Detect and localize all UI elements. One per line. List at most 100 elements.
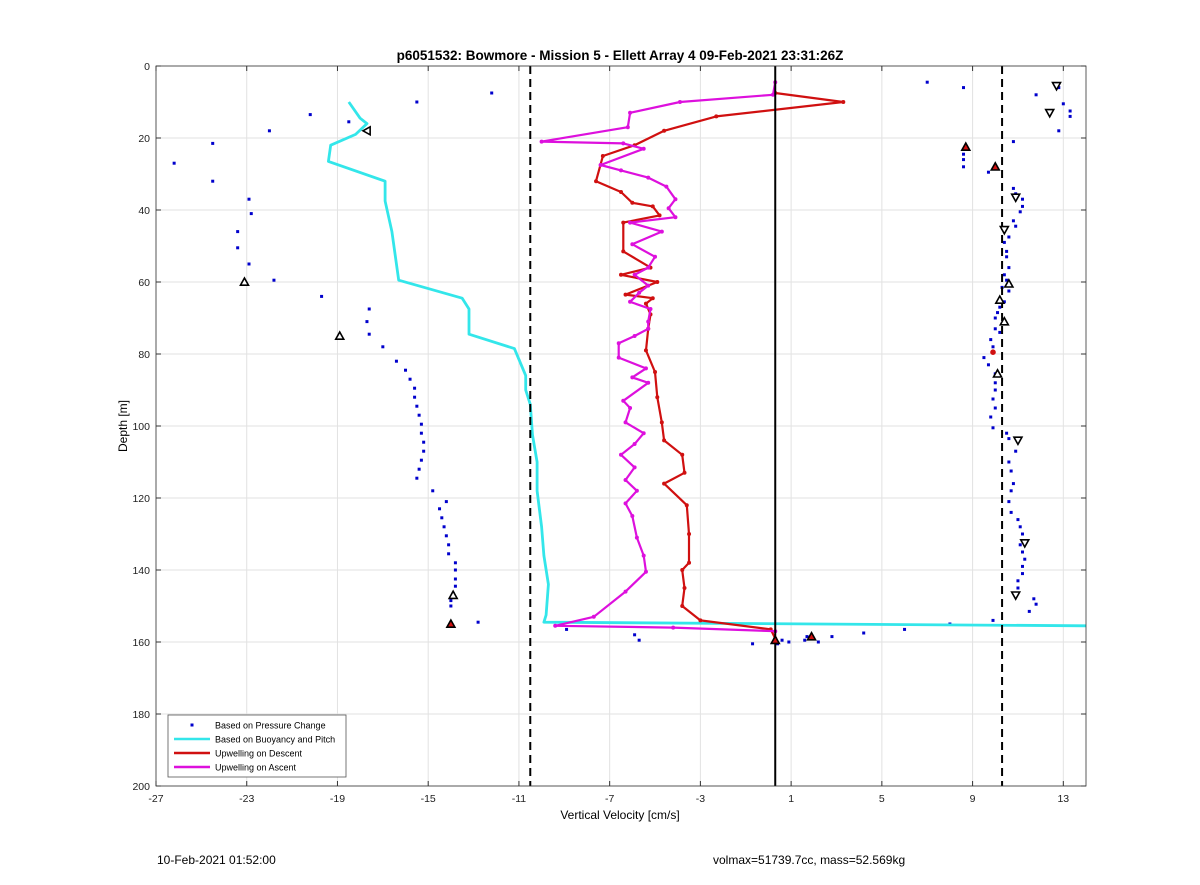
pressure-point xyxy=(993,327,997,331)
x-tick-label: -23 xyxy=(239,793,254,805)
pressure-point xyxy=(1016,579,1020,583)
pressure-point xyxy=(962,86,966,90)
series-point-upwelling-on-ascent xyxy=(623,589,628,594)
x-tick-label: 13 xyxy=(1057,793,1069,805)
pressure-point xyxy=(453,568,457,572)
pressure-point xyxy=(565,627,569,631)
series-point-upwelling-on-descent xyxy=(682,586,687,590)
series-point-upwelling-on-descent xyxy=(643,301,648,306)
pressure-point xyxy=(1068,114,1072,118)
series-point-upwelling-on-ascent xyxy=(619,168,623,173)
pressure-point xyxy=(367,332,371,336)
series-point-upwelling-on-descent xyxy=(619,272,623,277)
series-point-upwelling-on-ascent xyxy=(643,366,648,371)
pressure-point xyxy=(438,507,442,511)
pressure-point xyxy=(1068,109,1072,113)
pressure-point xyxy=(419,422,423,426)
series-point-upwelling-on-ascent xyxy=(616,355,621,360)
series-point-upwelling-on-ascent xyxy=(659,229,664,234)
x-tick-label: -11 xyxy=(512,793,527,805)
pressure-point xyxy=(993,381,997,385)
marker-triangle-left xyxy=(361,125,371,137)
marker-triangle-up xyxy=(992,368,1003,378)
series-point-upwelling-on-descent xyxy=(662,128,667,133)
series-point-upwelling-on-ascent xyxy=(671,625,676,630)
series-point-upwelling-on-ascent xyxy=(673,215,678,220)
marker-triangle-up xyxy=(998,315,1010,326)
x-tick-label: -15 xyxy=(421,793,436,805)
pressure-point xyxy=(1034,93,1038,97)
series-point-upwelling-on-descent xyxy=(655,395,660,400)
y-tick-label: 80 xyxy=(138,349,150,361)
pressure-point xyxy=(236,230,240,234)
marker-triangle-up xyxy=(334,330,346,341)
series-point-upwelling-on-descent xyxy=(643,348,648,353)
series-point-upwelling-on-descent xyxy=(680,452,685,457)
pressure-point xyxy=(830,635,834,639)
series-point-upwelling-on-ascent xyxy=(553,623,558,628)
series-point-upwelling-on-descent xyxy=(714,114,719,119)
pressure-point xyxy=(1007,289,1011,293)
pressure-point xyxy=(449,604,453,608)
pressure-point xyxy=(415,100,419,104)
pressure-point xyxy=(993,388,997,392)
y-tick-label: 20 xyxy=(138,133,150,145)
series-line-upwelling-on-descent xyxy=(594,91,845,639)
series-point-upwelling-on-ascent xyxy=(646,326,651,331)
series-line-upwelling-on-ascent xyxy=(540,82,777,633)
y-tick-label: 0 xyxy=(144,61,150,73)
pressure-point xyxy=(1018,543,1022,547)
marker-triangle-up xyxy=(769,634,781,645)
pressure-point xyxy=(417,467,421,471)
pressure-point xyxy=(1061,102,1065,106)
pressure-point xyxy=(408,377,412,381)
series-point-upwelling-on-ascent xyxy=(628,220,633,225)
pressure-point xyxy=(805,635,809,639)
pressure-point xyxy=(431,489,435,493)
marker-triangle-up xyxy=(445,618,457,629)
pressure-point xyxy=(449,599,453,603)
series-point-upwelling-on-descent xyxy=(841,100,846,104)
marker-triangle-up xyxy=(960,141,972,151)
pressure-point xyxy=(1034,602,1038,606)
plot-area xyxy=(172,66,1086,786)
pressure-point xyxy=(989,338,993,342)
pressure-point xyxy=(1005,249,1009,253)
pressure-point xyxy=(1014,449,1018,453)
marker-triangle-down xyxy=(1051,81,1062,92)
series-point-upwelling-on-ascent xyxy=(641,146,646,151)
pressure-point xyxy=(803,638,807,642)
series-point-upwelling-on-descent xyxy=(650,296,655,301)
series-point-upwelling-on-ascent xyxy=(646,319,651,324)
y-tick-label: 60 xyxy=(138,277,150,289)
pressure-point xyxy=(365,320,369,324)
pressure-point xyxy=(991,618,995,622)
marker-triangle-down xyxy=(1019,538,1031,549)
series-line-based-on-buoyancy-and-pitch xyxy=(327,101,1086,628)
pressure-point xyxy=(1005,278,1009,282)
pressure-point xyxy=(637,638,641,642)
plot-content xyxy=(172,66,1086,786)
pressure-point xyxy=(1020,197,1024,201)
marker-triangle-up xyxy=(1003,278,1015,288)
pressure-point xyxy=(1020,550,1024,554)
pressure-point xyxy=(1057,129,1061,133)
pressure-point xyxy=(272,278,276,282)
series-point-upwelling-on-descent xyxy=(680,568,685,572)
pressure-point xyxy=(247,262,251,266)
pressure-point xyxy=(211,179,215,183)
pressure-point xyxy=(1009,489,1013,493)
x-axis-label: Vertical Velocity [cm/s] xyxy=(560,808,679,822)
y-tick-label: 140 xyxy=(132,565,150,577)
pressure-point xyxy=(1032,597,1036,601)
y-tick-label: 160 xyxy=(132,637,150,649)
pressure-point xyxy=(422,449,426,453)
series-point-upwelling-on-ascent xyxy=(621,398,626,403)
pressure-point xyxy=(1016,518,1020,522)
series-point-upwelling-on-ascent xyxy=(623,501,628,506)
series-point-upwelling-on-ascent xyxy=(632,442,637,446)
pressure-point xyxy=(862,631,866,635)
pressure-point xyxy=(444,534,448,538)
grid xyxy=(155,65,1086,787)
pressure-point xyxy=(447,543,451,547)
